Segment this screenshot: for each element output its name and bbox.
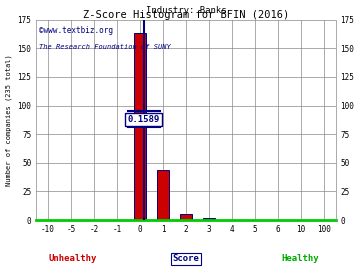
Text: Score: Score [172,254,199,263]
Title: Z-Score Histogram for BFIN (2016): Z-Score Histogram for BFIN (2016) [83,10,289,20]
Text: Unhealthy: Unhealthy [48,254,96,263]
Text: The Research Foundation of SUNY: The Research Foundation of SUNY [39,44,171,50]
Y-axis label: Number of companies (235 total): Number of companies (235 total) [5,54,12,186]
Bar [134,33,146,220]
Bar [157,170,169,220]
Bar [180,214,192,220]
Text: 0.1589: 0.1589 [127,115,160,124]
Text: Healthy: Healthy [281,254,319,263]
Text: ©www.textbiz.org: ©www.textbiz.org [39,26,113,35]
Bar [203,218,215,220]
Text: Industry: Banks: Industry: Banks [146,6,226,15]
